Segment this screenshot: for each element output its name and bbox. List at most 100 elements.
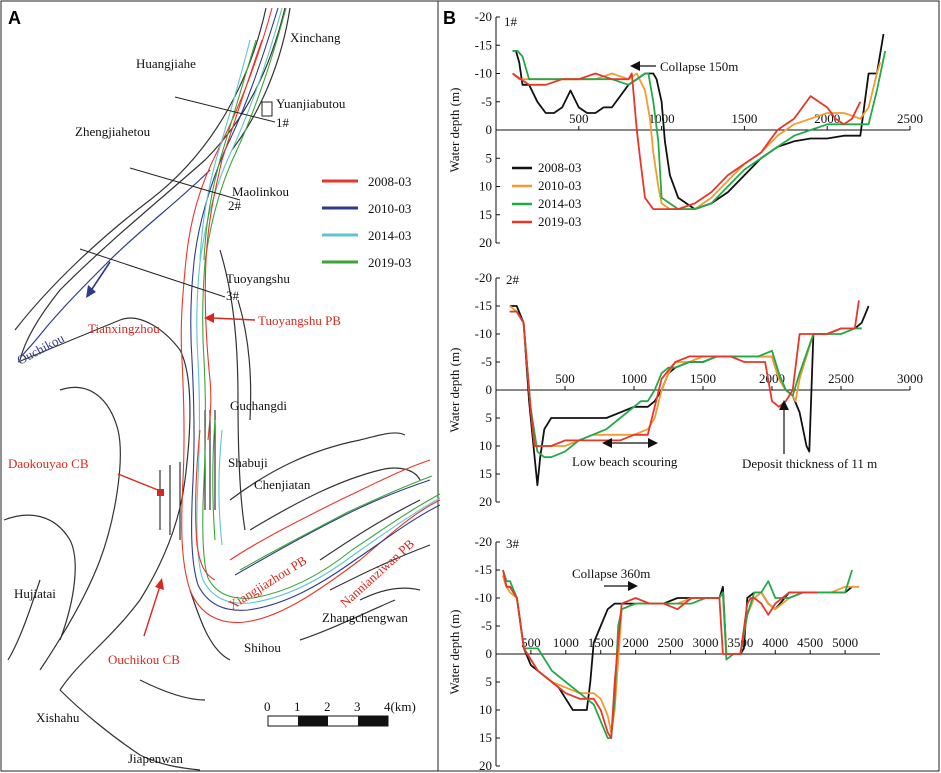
chart-2-ytick-label: 5 (486, 410, 493, 425)
chart-1-ytick-label: 15 (479, 207, 492, 222)
chart-3-xtick-label: 2500 (658, 635, 684, 650)
chart-3-ylabel: Water depth (m) (447, 610, 462, 695)
panel-letter-b: B (443, 8, 456, 28)
chart-1-series-2008-03 (512, 33, 885, 211)
chart-3-xtick-label: 5000 (832, 635, 858, 650)
chart-3-annotation-arrowhead (628, 581, 638, 591)
chart-1-legend-label: 2010-03 (538, 178, 581, 193)
map-legend: 2008-03 2010-03 2014-03 2019-03 (322, 174, 411, 270)
label-daokouyao-cb: Daokouyao CB (8, 456, 89, 471)
scale-tick-2: 2 (324, 699, 331, 714)
chart-3-ytick-label: 10 (479, 702, 492, 717)
chart-2-ytick-label: 20 (479, 494, 492, 509)
chart-2-xtick-label: 3000 (897, 371, 923, 386)
ouchikou-channel (19, 169, 211, 359)
legend-label-2010: 2010-03 (368, 201, 411, 216)
scale-tick-3: 3 (354, 699, 361, 714)
chart-2-series-2014-03 (509, 310, 862, 459)
chart-2-annotation-arrowhead-right (648, 438, 658, 448)
chart-2-series (509, 300, 870, 487)
place-yuanjiabutou: Yuanjiabutou (276, 96, 346, 111)
scale-bar: 0 1 2 3 4(km) (264, 699, 416, 727)
chart-3-xtick-label: 2000 (623, 635, 649, 650)
chart-3-title: 3# (506, 536, 520, 551)
chart-3-ytick-label: -5 (481, 618, 492, 633)
chart-3-ytick-label: 20 (479, 758, 492, 773)
chart-3-series-2019-03 (502, 569, 818, 739)
legend-label-2014: 2014-03 (368, 228, 411, 243)
chart-3-xtick-label: 1000 (553, 635, 579, 650)
legend-label-2008: 2008-03 (368, 174, 411, 189)
chart-1-annotation-arrowhead (630, 61, 640, 71)
chart-2-ytick-label: 10 (479, 438, 492, 453)
yuanjiabutou-marker (261, 101, 273, 117)
legend-label-2019: 2019-03 (368, 255, 411, 270)
chart-3-xtick-label: 3500 (727, 635, 753, 650)
arrow-ouchikou-cb (143, 585, 161, 637)
chart-1-legend-label: 2019-03 (538, 214, 581, 229)
chart-2-ytick-label: -20 (475, 270, 492, 285)
chart-1-series (512, 33, 887, 211)
chart-1-ytick-label: 20 (479, 235, 492, 250)
chart-3-xtick-label: 1500 (588, 635, 614, 650)
place-xishahu: Xishahu (36, 710, 80, 725)
chart-2-ytick-label: -15 (475, 298, 492, 313)
map-levees (3, 7, 431, 771)
chart-2-ylabel: Water depth (m) (447, 348, 462, 433)
arrowhead-tuoyangshu-pb (204, 313, 214, 323)
ouchikou-arrow (89, 261, 111, 293)
label-ouchikou-cb: Ouchikou CB (108, 652, 180, 667)
chart-3-xtick-label: 4000 (762, 635, 788, 650)
chart-2: Water depth (m) 2# -20 -15 -10 -5 0 5 10 15 20 50… (447, 270, 923, 509)
chart-2-series-2019-03 (509, 300, 860, 447)
section-2-label: 2# (228, 198, 242, 213)
chart-2-annotation-deposit: Deposit thickness of 11 m (742, 456, 877, 471)
arrowhead-ouchikou-cb (155, 578, 164, 590)
chart-1-annotation-collapse: Collapse 150m (660, 59, 738, 74)
chart-2-annotation-arrowhead-left (602, 438, 612, 448)
chart-3-ytick-label: -20 (475, 534, 492, 549)
chart-3-annotation-collapse: Collapse 360m (572, 566, 650, 581)
place-hujiatai: Hujiatai (14, 586, 56, 601)
chart-1-series-2019-03 (512, 72, 862, 211)
label-nannianziwan-pb: Nannianziwan PB (337, 536, 417, 610)
chart-1-xtick-label: 500 (569, 111, 589, 126)
place-guchangdi: Guchangdi (230, 398, 287, 413)
chart-1-title: 1# (504, 14, 518, 29)
place-huangjiahe: Huangjiahe (136, 56, 196, 71)
chart-3-ytick-label: -10 (475, 590, 492, 605)
section-3-label: 3# (226, 288, 240, 303)
chart-1-ytick-label: 5 (486, 150, 493, 165)
chart-1-ytick-label: -20 (475, 9, 492, 24)
scale-tick-4: 4(km) (384, 699, 416, 714)
label-tianxingzhou: Tianxingzhou (88, 321, 160, 336)
map-panel: A (3, 7, 441, 771)
chart-3-series (502, 569, 860, 739)
chart-3: Water depth (m) 3# -20 -15 -10 -5 0 5 10 15 20 50… (447, 534, 880, 773)
place-zhengjiahetou: Zhengjiahetou (75, 124, 151, 139)
chart-2-ytick-label: 15 (479, 466, 492, 481)
chart-3-xtick-label: 500 (521, 635, 541, 650)
chart-3-ytick-label: 0 (486, 646, 493, 661)
arrow-daokouyao-cb (117, 473, 159, 491)
place-jiapenwan: Jiapenwan (128, 751, 183, 766)
chart-1-ytick-label: -10 (475, 66, 492, 81)
place-chenjiatan: Chenjiatan (254, 477, 311, 492)
label-tuoyangshu-pb: Tuoyangshu PB (258, 313, 341, 328)
chart-1-legend-label: 2014-03 (538, 196, 581, 211)
chart-1-xtick-label: 1000 (649, 111, 675, 126)
chart-2-xtick-label: 500 (555, 371, 575, 386)
daokouyao-marker (157, 489, 164, 496)
chart-3-ytick-label: 15 (479, 730, 492, 745)
chart-1-legend-label: 2008-03 (538, 160, 581, 175)
scale-tick-0: 0 (264, 699, 271, 714)
chart-2-title: 2# (506, 272, 520, 287)
label-xiangjiazhou-pb: Xiangjiazhou PB (226, 552, 310, 612)
chart-3-ytick-label: -15 (475, 562, 492, 577)
chart-3-ytick-label: 5 (486, 674, 493, 689)
section-1-label: 1# (276, 115, 290, 130)
chart-1-ytick-label: 10 (479, 179, 492, 194)
